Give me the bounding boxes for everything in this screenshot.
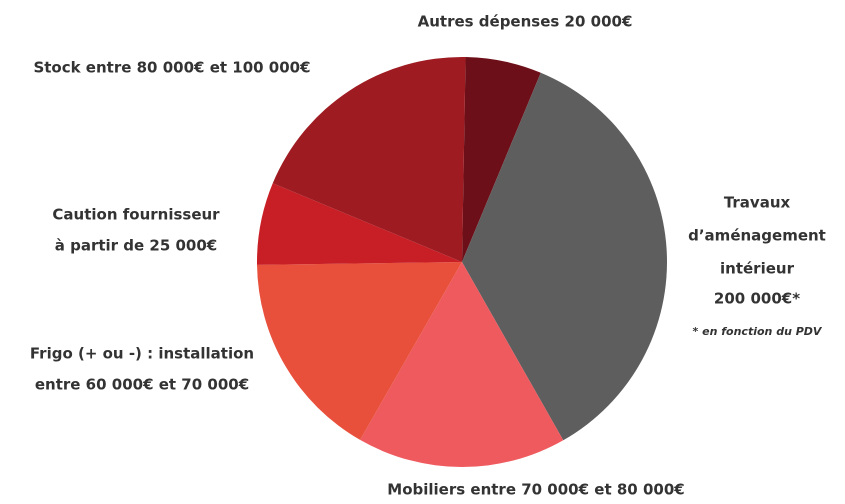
footnote: * en fonction du PDV (693, 325, 823, 338)
slice-label: intérieur (720, 260, 795, 278)
slice-label: Mobiliers entre 70 000€ et 80 000€ (387, 481, 684, 499)
pie-slice (257, 262, 462, 440)
slice-label: entre 60 000€ et 70 000€ (35, 376, 249, 394)
slice-label: Caution fournisseur (52, 206, 220, 224)
slice-label: 200 000€* (714, 290, 800, 308)
slice-label: Travaux (724, 194, 791, 212)
pie-slice (360, 262, 564, 467)
slice-label: d’aménagement (688, 227, 826, 245)
pie-slice (462, 57, 541, 263)
pie-slice (272, 57, 466, 263)
pie-slice (462, 72, 667, 441)
slice-label: Frigo (+ ou -) : installation (30, 345, 254, 363)
pie-slice (257, 183, 462, 265)
slice-label: Stock entre 80 000€ et 100 000€ (33, 59, 310, 77)
slice-label: Autres dépenses 20 000€ (418, 13, 633, 31)
slice-label: à partir de 25 000€ (55, 237, 218, 255)
